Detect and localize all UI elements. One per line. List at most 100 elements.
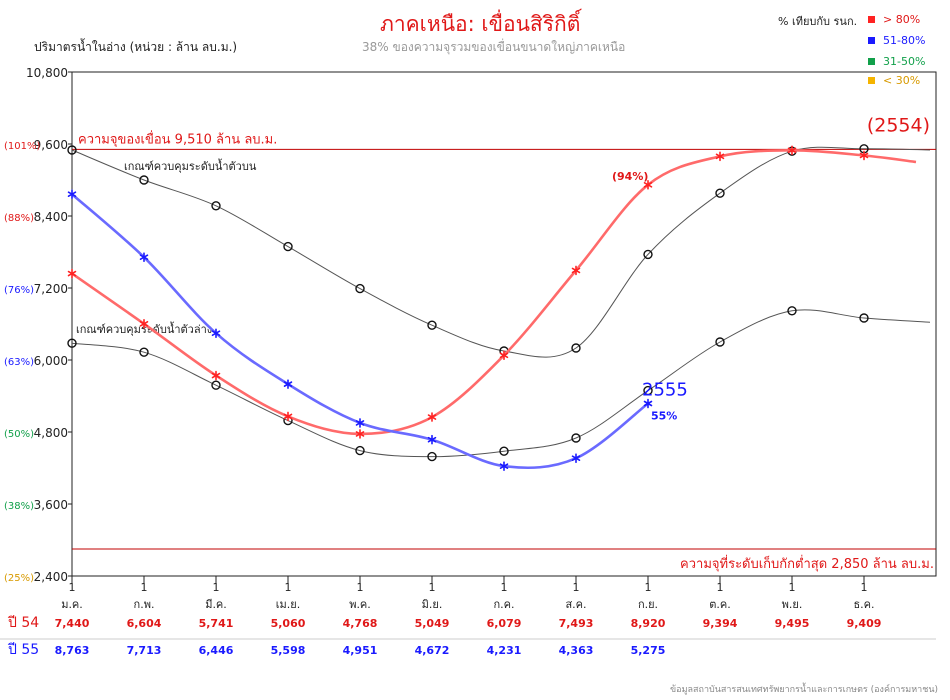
x-tick-day: 1 bbox=[501, 581, 508, 594]
legend-title: % เทียบกับ รนก. bbox=[778, 15, 858, 28]
upper-rule-curve-point bbox=[283, 241, 293, 252]
upper-rule-curve-point bbox=[571, 343, 581, 353]
lower-rule-curve-point bbox=[643, 385, 653, 396]
series-2555-line bbox=[71, 193, 649, 470]
x-tick-day: 1 bbox=[429, 581, 436, 594]
series-2554-point bbox=[499, 350, 509, 361]
series-2554-point bbox=[67, 268, 77, 279]
series-2554-point bbox=[571, 265, 581, 276]
legend-item-51-80: 51-80% bbox=[868, 34, 925, 47]
x-tick-label: ก.ค. bbox=[493, 598, 514, 611]
star-stroke bbox=[211, 372, 221, 379]
y-tick-label: 10,800 bbox=[26, 66, 68, 80]
upper-rule-curve-point bbox=[211, 201, 221, 211]
star-stroke bbox=[571, 267, 581, 274]
legend-label: < 30% bbox=[883, 74, 921, 87]
x-tick-day: 1 bbox=[141, 581, 148, 594]
year-2554-label: (2554) bbox=[867, 114, 930, 136]
x-tick-label: ต.ค. bbox=[709, 598, 731, 611]
table-cell: 4,363 bbox=[559, 644, 594, 657]
star-stroke bbox=[355, 420, 365, 426]
table-row-label: ปี 54 bbox=[8, 615, 40, 631]
table-cell: 9,394 bbox=[703, 617, 738, 630]
y-pct-label: (88%) bbox=[4, 213, 34, 224]
table-cell: 5,741 bbox=[199, 617, 234, 630]
x-tick-day: 1 bbox=[717, 581, 724, 594]
year-2555-label: 2555 bbox=[642, 380, 688, 401]
y-pct-label: (25%) bbox=[4, 573, 34, 584]
table-cell: 6,604 bbox=[127, 617, 162, 630]
x-tick-day: 1 bbox=[69, 581, 76, 594]
legend-swatch-red bbox=[868, 16, 875, 23]
series-2554-point bbox=[643, 180, 653, 190]
y-pct-label: (38%) bbox=[4, 501, 34, 512]
x-tick-label: ก.ย. bbox=[638, 598, 658, 611]
series-2554-point bbox=[787, 145, 797, 156]
x-tick-day: 1 bbox=[645, 581, 652, 594]
upper-rule-curve-point bbox=[355, 283, 365, 294]
pct-55-label: 55% bbox=[651, 410, 677, 423]
upper-rule-curve-point bbox=[715, 188, 725, 198]
x-tick-label: ธ.ค. bbox=[853, 598, 874, 611]
star-stroke bbox=[715, 153, 725, 160]
x-tick-day: 1 bbox=[213, 581, 220, 594]
table-cell: 4,768 bbox=[343, 617, 378, 630]
lower-rule-curve-point bbox=[355, 445, 365, 456]
series-2555-point bbox=[643, 398, 653, 409]
table-row-label: ปี 55 bbox=[8, 642, 40, 658]
chart-subtitle: 38% ของความจุรวมของเขื่อนขนาดใหญ่ภาคเหนื… bbox=[362, 40, 626, 54]
series-2555-point bbox=[139, 252, 149, 263]
lower-rule-curve-point bbox=[499, 446, 509, 456]
legend-swatch-blue bbox=[868, 37, 875, 44]
y-tick-label: 3,600 bbox=[34, 498, 68, 512]
table-cell: 4,672 bbox=[415, 644, 450, 657]
upper-rule-curve-point bbox=[643, 249, 653, 260]
table-cell: 5,060 bbox=[271, 617, 306, 630]
x-tick-day: 1 bbox=[285, 581, 292, 594]
series-2555-point bbox=[211, 328, 221, 339]
lower-rule-curve-point bbox=[67, 338, 77, 348]
table-cell: 5,598 bbox=[271, 644, 306, 657]
lower-rule-curve-label: เกณฑ์ควบคุมระดับน้ำตัวล่าง bbox=[76, 321, 212, 336]
upper-rule-curve-point bbox=[427, 320, 437, 330]
y-tick-label: 7,200 bbox=[34, 282, 68, 296]
legend-label: > 80% bbox=[883, 13, 921, 26]
series-2554-point bbox=[139, 318, 149, 329]
series-2554-point bbox=[427, 412, 437, 422]
series-2555-point bbox=[67, 189, 77, 200]
x-tick-day: 1 bbox=[357, 581, 364, 594]
capacity-label: ความจุของเขื่อน 9,510 ล้าน ลบ.ม. bbox=[78, 130, 277, 147]
star-stroke bbox=[499, 352, 509, 359]
table-cell: 4,231 bbox=[487, 644, 522, 657]
star-stroke bbox=[355, 431, 365, 437]
star-stroke bbox=[499, 463, 509, 469]
unit-label: ปริมาตรน้ำในอ่าง (หน่วย : ล้าน ลบ.ม.) bbox=[34, 40, 238, 54]
series-2554-line bbox=[71, 148, 917, 436]
lower-rule-curve-point bbox=[787, 306, 797, 316]
pct-94-label: (94%) bbox=[612, 170, 648, 183]
legend-swatch-green bbox=[868, 58, 875, 65]
table-cell: 7,713 bbox=[127, 644, 162, 657]
table-cell: 8,920 bbox=[631, 617, 666, 630]
upper-rule-curve-point bbox=[139, 175, 149, 185]
table-cell: 9,495 bbox=[775, 617, 810, 630]
table-cell: 7,440 bbox=[55, 617, 90, 630]
star-stroke bbox=[283, 413, 293, 420]
lower-rule-curve-point bbox=[859, 313, 869, 323]
y-tick-label: 8,400 bbox=[34, 210, 68, 224]
legend-item-under-30: < 30% bbox=[868, 74, 920, 87]
x-tick-day: 1 bbox=[789, 581, 796, 594]
upper-rule-curve-point bbox=[67, 145, 77, 155]
series-2554-point bbox=[211, 370, 221, 381]
lower-rule-curve-point bbox=[211, 380, 221, 390]
y-tick-label: 2,400 bbox=[34, 570, 68, 584]
legend-item-31-50: 31-50% bbox=[868, 55, 925, 68]
series-2555-point bbox=[571, 453, 581, 464]
min-storage-label: ความจุที่ระดับเก็บกักต่ำสุด 2,850 ล้าน ล… bbox=[680, 554, 934, 572]
x-tick-label: มิ.ย. bbox=[422, 598, 443, 611]
star-stroke bbox=[139, 254, 149, 261]
x-tick-label: เม.ย. bbox=[276, 598, 300, 611]
lower-rule-curve-point bbox=[715, 337, 725, 347]
series-2555-point bbox=[355, 418, 365, 428]
